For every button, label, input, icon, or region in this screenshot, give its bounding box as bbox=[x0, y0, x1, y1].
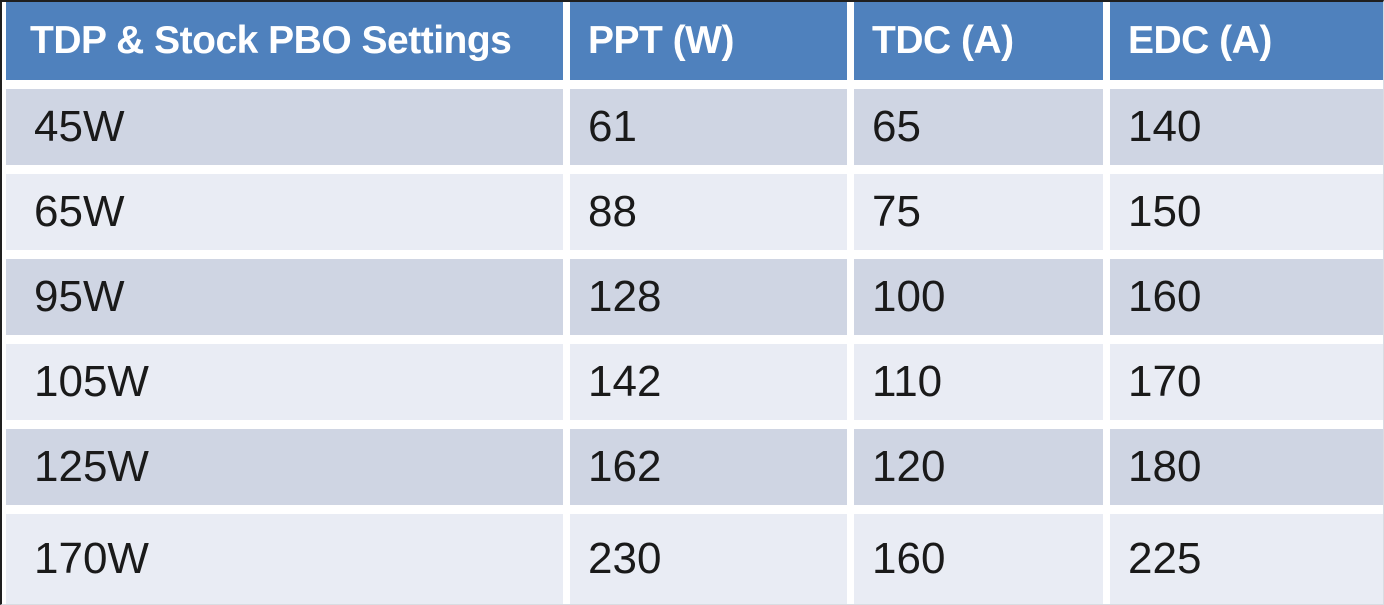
cell-125w-tdc: 120 bbox=[854, 429, 1103, 505]
header-cell-tdp-settings: TDP & Stock PBO Settings bbox=[6, 2, 563, 80]
cell-105w-edc: 170 bbox=[1110, 344, 1383, 420]
cell-95w-label: 95W bbox=[6, 259, 563, 335]
cell-125w-edc: 180 bbox=[1110, 429, 1383, 505]
cell-95w-ppt: 128 bbox=[570, 259, 847, 335]
header-cell-ppt: PPT (W) bbox=[570, 2, 847, 80]
tdp-pbo-settings-table: TDP & Stock PBO Settings PPT (W) TDC (A)… bbox=[6, 2, 1383, 604]
header-cell-edc: EDC (A) bbox=[1110, 2, 1383, 80]
cell-170w-ppt: 230 bbox=[570, 514, 847, 604]
cell-65w-ppt: 88 bbox=[570, 174, 847, 250]
cell-45w-label: 45W bbox=[6, 89, 563, 165]
cell-105w-label: 105W bbox=[6, 344, 563, 420]
cell-65w-edc: 150 bbox=[1110, 174, 1383, 250]
cell-95w-edc: 160 bbox=[1110, 259, 1383, 335]
cell-105w-ppt: 142 bbox=[570, 344, 847, 420]
cell-45w-edc: 140 bbox=[1110, 89, 1383, 165]
cell-45w-tdc: 65 bbox=[854, 89, 1103, 165]
cell-95w-tdc: 100 bbox=[854, 259, 1103, 335]
cell-170w-edc: 225 bbox=[1110, 514, 1383, 604]
cell-45w-ppt: 61 bbox=[570, 89, 847, 165]
cell-105w-tdc: 110 bbox=[854, 344, 1103, 420]
cell-170w-label: 170W bbox=[6, 514, 563, 604]
cell-125w-label: 125W bbox=[6, 429, 563, 505]
cell-125w-ppt: 162 bbox=[570, 429, 847, 505]
cell-65w-tdc: 75 bbox=[854, 174, 1103, 250]
cell-170w-tdc: 160 bbox=[854, 514, 1103, 604]
header-cell-tdc: TDC (A) bbox=[854, 2, 1103, 80]
cell-65w-label: 65W bbox=[6, 174, 563, 250]
